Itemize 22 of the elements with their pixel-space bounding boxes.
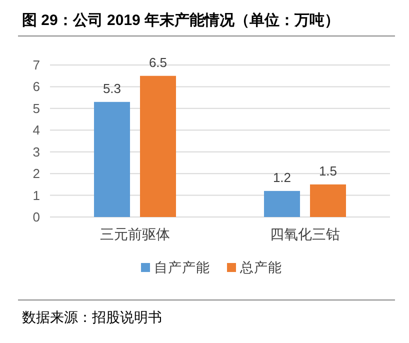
- chart-title: 图 29：公司 2019 年末产能情况（单位：万吨）: [22, 12, 340, 29]
- legend-label: 自产产能: [154, 260, 210, 275]
- data-label: 6.5: [148, 54, 168, 70]
- data-label: 5.3: [102, 80, 122, 96]
- y-tick-label: 6: [32, 79, 40, 94]
- data-label: 1.5: [318, 163, 338, 178]
- x-tick-label: 四氧化三钴: [270, 226, 340, 242]
- y-tick-label: 2: [32, 166, 40, 182]
- y-tick-label: 0: [32, 210, 40, 224]
- y-tick-label: 5: [32, 100, 40, 116]
- y-tick-label: 3: [32, 144, 40, 160]
- x-tick-label: 三元前驱体: [100, 226, 170, 242]
- source-note: 数据来源：招股说明书: [22, 309, 162, 325]
- legend-label: 总产能: [239, 260, 282, 275]
- bar: [140, 76, 176, 217]
- bar: [310, 184, 346, 217]
- y-tick-label: 7: [32, 58, 40, 72]
- y-tick-label: 4: [32, 122, 40, 138]
- bar: [94, 102, 130, 217]
- y-tick-label: 1: [32, 188, 40, 203]
- data-label: 1.2: [272, 170, 292, 185]
- bar: [264, 190, 300, 217]
